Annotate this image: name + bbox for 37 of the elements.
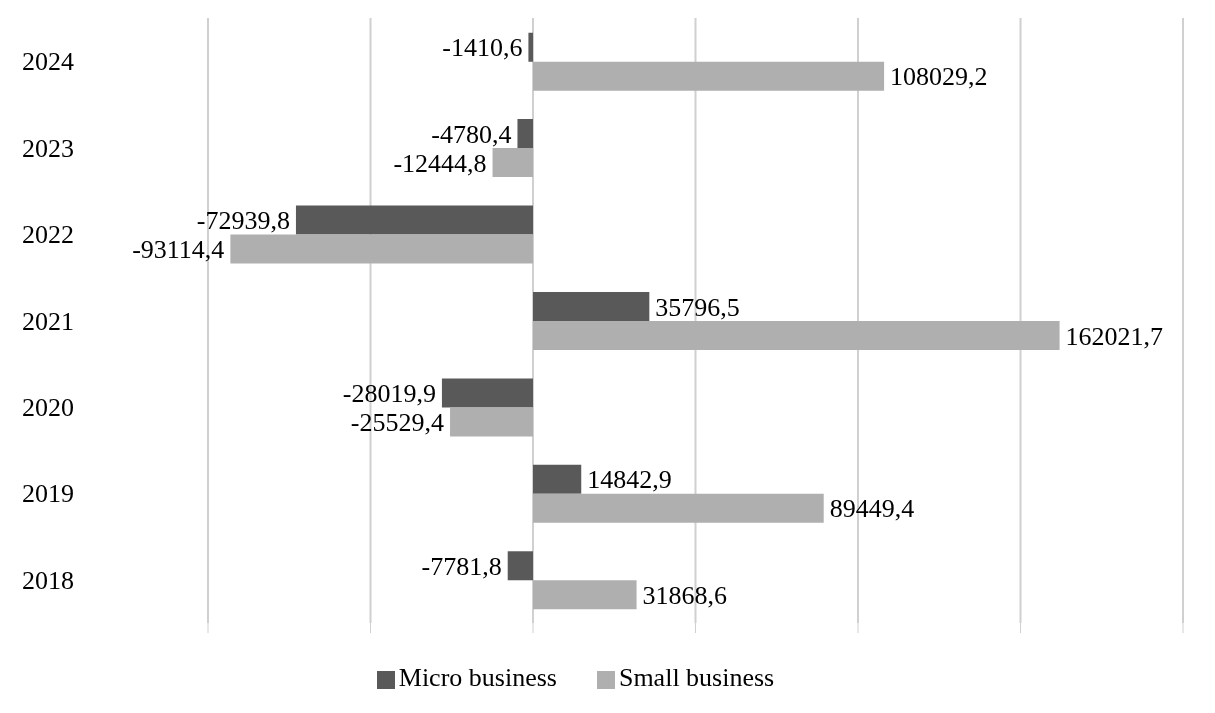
bar	[517, 119, 533, 149]
y-tick-label: 2019	[22, 479, 74, 509]
y-tick-label: 2021	[22, 306, 74, 336]
y-tick-label: 2024	[22, 47, 74, 77]
data-label: 89449,4	[829, 494, 915, 524]
data-label: -25529,4	[350, 408, 445, 438]
bar	[450, 407, 533, 437]
bar	[533, 61, 885, 91]
legend-label: Micro business	[398, 663, 557, 692]
legend-label: Small business	[618, 663, 775, 692]
data-label: -93114,4	[132, 235, 225, 265]
bar	[295, 205, 533, 235]
bar	[528, 32, 533, 62]
data-label: 14842,9	[587, 465, 672, 495]
data-label: 31868,6	[642, 580, 728, 610]
bar	[533, 291, 650, 321]
y-tick-label: 2023	[22, 133, 74, 163]
bar	[533, 580, 637, 610]
bar	[441, 378, 533, 408]
data-label: 162021,7	[1065, 321, 1164, 351]
data-label: -7781,8	[421, 551, 502, 581]
y-tick-label: 2018	[22, 565, 74, 595]
data-label: 108029,2	[890, 62, 988, 92]
bar	[533, 464, 582, 494]
data-label: -28019,9	[342, 379, 436, 409]
bar	[533, 320, 1060, 350]
bar	[507, 551, 533, 581]
data-label: -12444,8	[393, 148, 487, 178]
bar	[230, 234, 533, 264]
data-label: -4780,4	[431, 119, 512, 149]
bar	[533, 493, 824, 523]
data-label: 35796,5	[655, 292, 740, 322]
y-tick-label: 2020	[22, 393, 74, 423]
y-tick-label: 2022	[22, 220, 74, 250]
bar	[492, 148, 533, 178]
data-label: -72939,8	[196, 206, 290, 236]
data-label: -1410,6	[442, 33, 523, 63]
